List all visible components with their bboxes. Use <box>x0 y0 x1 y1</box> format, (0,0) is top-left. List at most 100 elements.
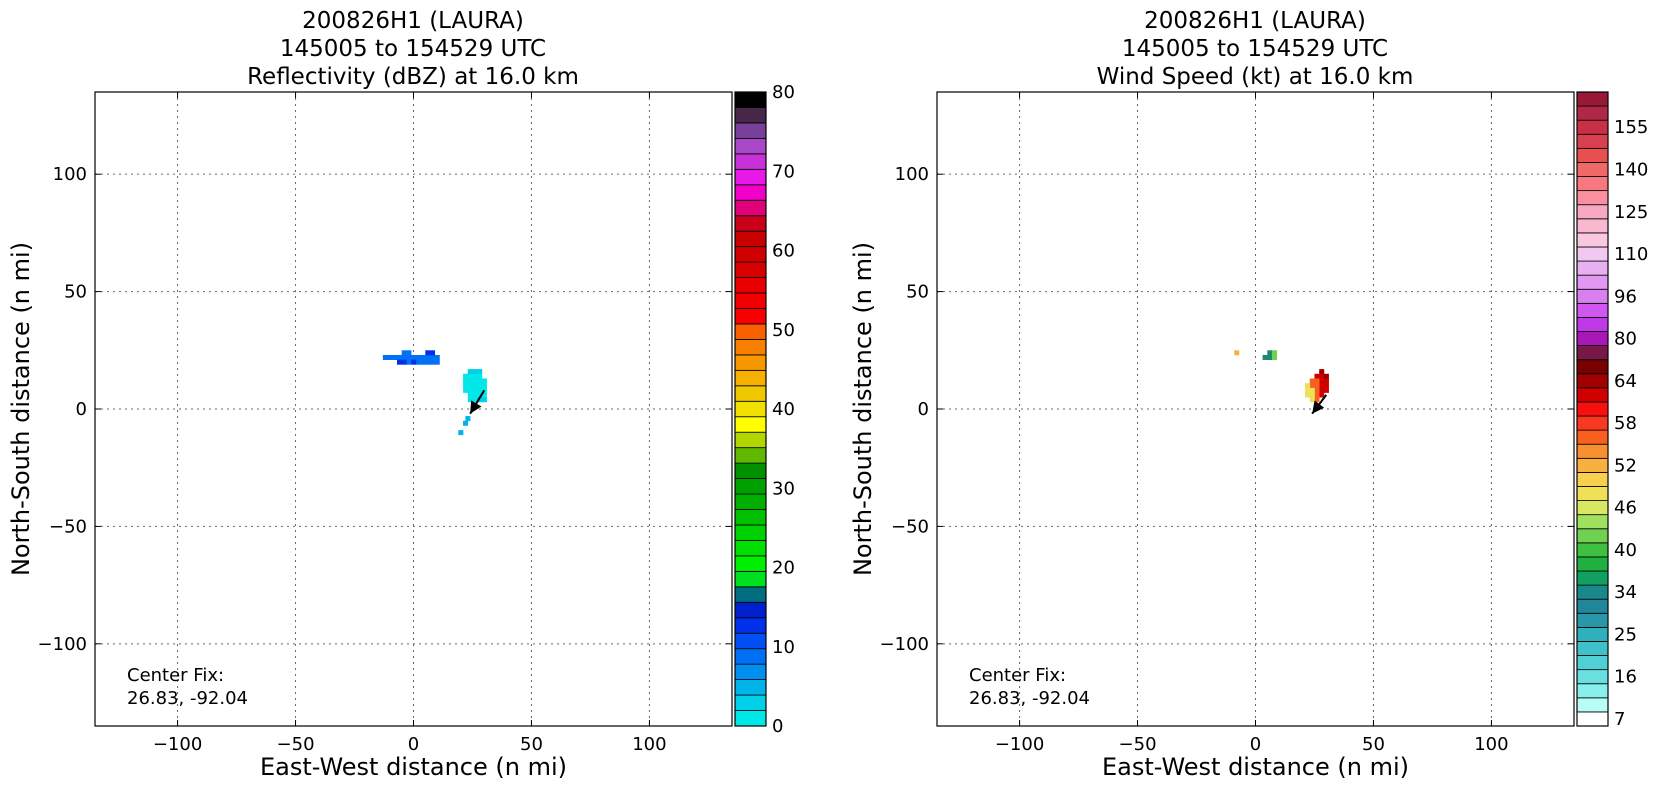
data-cell-eyewall-east <box>472 392 478 398</box>
data-cell-eyewall-orange <box>1314 383 1320 389</box>
data-cell-band-west <box>420 359 426 365</box>
colorbar-segment <box>734 601 767 619</box>
data-cell-eyewall-red <box>1319 378 1325 384</box>
colorbar-segment <box>734 617 767 634</box>
colorbar-frame <box>1576 91 1609 727</box>
colorbar-tick-label: 30 <box>772 478 795 499</box>
colorbar-segment <box>1576 612 1609 628</box>
colorbar-segment <box>1576 598 1609 614</box>
colorbar-segment <box>734 292 767 309</box>
y-axis-label: North-South distance (n mi) <box>7 242 35 576</box>
colorbar-segment <box>734 277 767 294</box>
data-cell-eyewall-yellow <box>1305 392 1311 398</box>
colorbar-segment <box>734 570 767 588</box>
x-tick-label: −50 <box>277 734 315 755</box>
colorbar-tick-label: 58 <box>1614 413 1637 434</box>
colorbar-segment <box>734 710 767 727</box>
y-tick-label: 0 <box>918 399 929 420</box>
data-cell-eyewall-yellow <box>1309 387 1315 393</box>
data-cell-fragment-green <box>1262 354 1268 360</box>
data-cell-band-west <box>434 359 440 365</box>
data-cell-eyewall-yellow <box>1305 383 1311 389</box>
data-cell-band-west <box>411 354 417 360</box>
data-cell-band-west <box>430 354 436 360</box>
colorbar-segment <box>1576 331 1609 346</box>
data-cell-tail-south <box>463 420 469 426</box>
x-axis-label: East-West distance (n mi) <box>260 753 567 781</box>
colorbar-segment <box>1576 641 1609 656</box>
data-cell-eyewall-east <box>472 373 478 379</box>
colorbar-tick-label: 46 <box>1614 498 1637 519</box>
center-fix-annotation: 26.83, -92.04 <box>969 688 1090 709</box>
chart-panel-2: 200826H1 (LAURA)145005 to 154529 UTCWind… <box>849 8 1648 781</box>
data-cell-eyewall-east <box>481 383 487 389</box>
x-tick-label: −100 <box>995 734 1044 755</box>
data-cell-band-west <box>396 354 403 360</box>
data-cell-eyewall-east <box>463 383 469 389</box>
colorbar-tick-label: 60 <box>772 241 795 262</box>
data-cell-eyewall-east <box>467 387 473 393</box>
colorbar-segment <box>734 679 767 696</box>
colorbar-segment <box>734 153 767 170</box>
colorbar-tick-label: 70 <box>772 161 795 182</box>
data-cell-eyewall-east-mid <box>467 369 473 375</box>
colorbar-tick-label: 50 <box>772 320 795 341</box>
colorbar-segment <box>1576 119 1609 135</box>
colorbar-segment <box>734 416 767 433</box>
data-cell-eyewall-red <box>1323 378 1329 384</box>
data-cell-eyewall-dark <box>1323 373 1329 379</box>
colorbar-segment <box>1576 626 1609 642</box>
data-cell-band-west <box>406 354 412 360</box>
colorbar-segment <box>734 354 767 371</box>
colorbar-tick-label: 125 <box>1614 202 1648 223</box>
data-cell-tail-south <box>458 430 464 436</box>
colorbar-segment <box>1576 105 1609 121</box>
chart-title-line: 145005 to 154529 UTC <box>1122 36 1388 62</box>
x-tick-label: −50 <box>1119 734 1157 755</box>
colorbar-tick-label: 155 <box>1614 117 1648 138</box>
data-cell-eyewall-red <box>1323 387 1329 393</box>
colorbar-tick-label: 140 <box>1614 159 1648 180</box>
data-cell-eyewall-orange <box>1314 392 1320 398</box>
data-cell-eyewall-yellow <box>1309 397 1315 403</box>
colorbar-segment <box>1576 486 1609 501</box>
data-cell-eyewall-east <box>467 378 473 384</box>
data-cell-eyewall-red <box>1319 387 1325 393</box>
colorbar-segment <box>734 308 767 325</box>
colorbar-tick-label: 40 <box>1614 540 1637 561</box>
data-cell-eyewall-east <box>467 397 473 403</box>
y-tick-label: −100 <box>38 634 87 655</box>
colorbar-segment <box>734 261 767 278</box>
data-cell-eyewall-east <box>463 387 469 393</box>
data-cell-fragment-green-light <box>1272 354 1278 360</box>
data-cell-band-west <box>382 354 388 360</box>
colorbar-segment <box>734 199 767 217</box>
colorbar-segment <box>1576 570 1609 586</box>
colorbar-segment <box>1576 584 1609 600</box>
data-cell-eyewall-east <box>477 378 483 384</box>
y-tick-label: −50 <box>891 516 929 537</box>
colorbar-segment <box>734 648 767 665</box>
colorbar-tick-label: 40 <box>772 399 795 420</box>
data-cell-eyewall-east <box>472 383 478 389</box>
data-cell-eyewall-east <box>467 373 473 379</box>
colorbar-segment <box>734 369 767 387</box>
data-cell-band-west <box>415 359 421 365</box>
colorbar-segment <box>734 400 767 418</box>
data-cell-eyewall-east-mid <box>477 397 483 403</box>
colorbar-segment <box>1576 246 1609 262</box>
colorbar-segment <box>1576 190 1609 206</box>
colorbar-tick-label: 64 <box>1614 371 1637 392</box>
x-tick-label: 0 <box>1250 734 1261 755</box>
y-axis-label: North-South distance (n mi) <box>849 242 877 576</box>
data-cell-eyewall-red <box>1319 392 1325 398</box>
colorbar-segment <box>734 385 767 402</box>
colorbar-segment <box>1576 697 1609 713</box>
colorbar-segment <box>1576 218 1609 234</box>
colorbar-segment <box>734 339 767 356</box>
colorbar-segment <box>1576 260 1609 276</box>
x-tick-label: 50 <box>1362 734 1385 755</box>
colorbar-segment <box>1576 443 1609 459</box>
